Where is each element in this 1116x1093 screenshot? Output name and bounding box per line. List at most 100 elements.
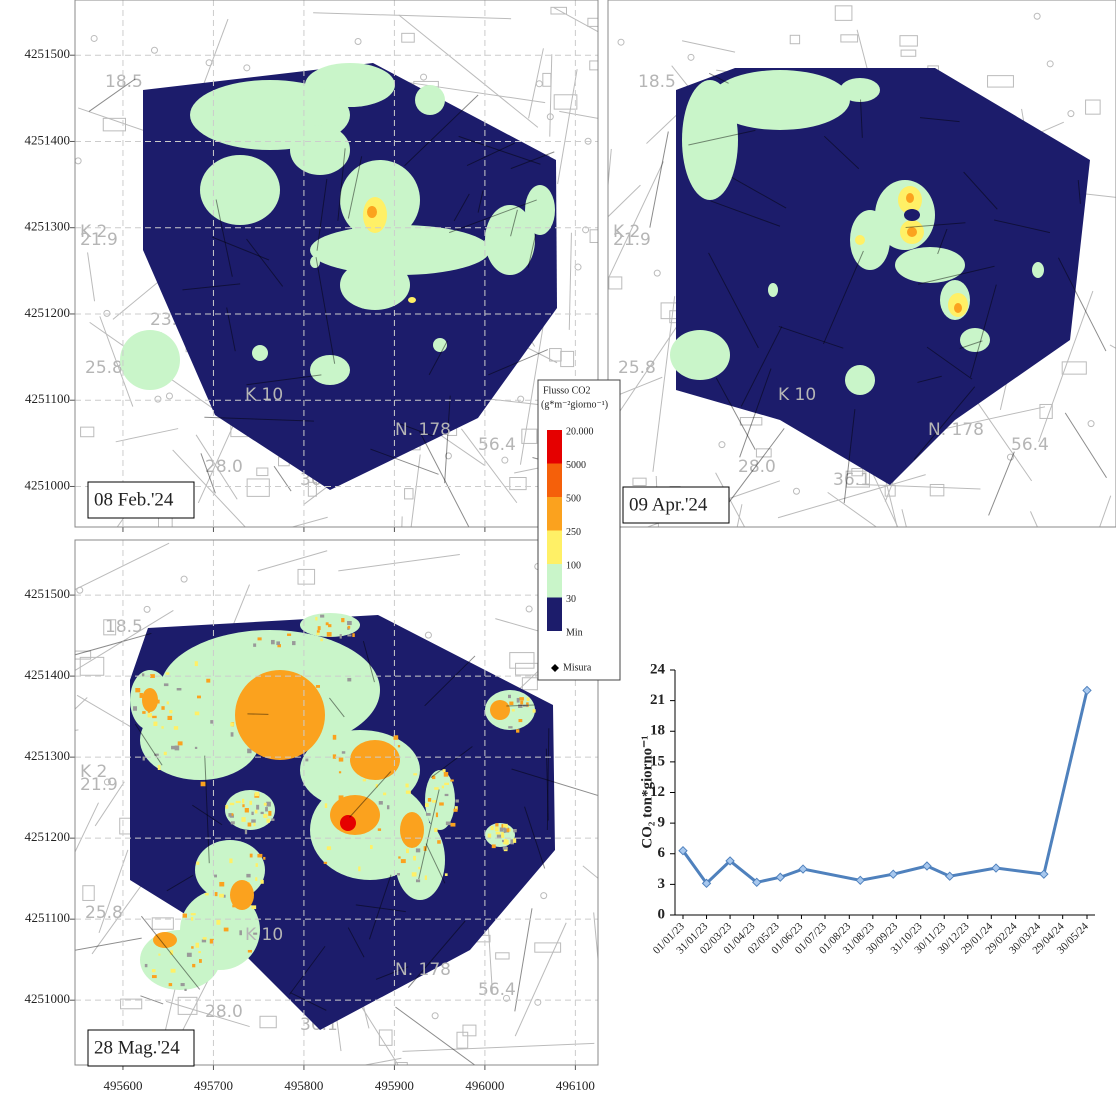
flux-speckle bbox=[158, 954, 160, 956]
flux-speckle bbox=[135, 688, 140, 692]
parcel-label: K 2 bbox=[80, 762, 107, 782]
flux-speckle bbox=[406, 791, 411, 794]
flux-speckle bbox=[247, 749, 251, 754]
map-x-tick-label: 495900 bbox=[375, 1078, 414, 1093]
flux-speckle bbox=[248, 823, 252, 827]
flux-speckle bbox=[512, 709, 515, 711]
flux-speckle bbox=[418, 867, 420, 869]
flux-speckle bbox=[246, 874, 250, 878]
flux-area-high bbox=[954, 303, 962, 313]
flux-speckle bbox=[251, 819, 256, 822]
flux-area-low bbox=[340, 260, 410, 310]
parcel-label: K 2 bbox=[80, 222, 107, 242]
flux-speckle bbox=[167, 701, 169, 704]
flux-speckle bbox=[426, 813, 431, 816]
flux-speckle bbox=[533, 709, 536, 712]
map-y-tick-label: 4251400 bbox=[25, 132, 71, 147]
flux-speckle bbox=[271, 640, 275, 644]
flux-speckle bbox=[527, 698, 530, 701]
flux-speckle bbox=[317, 630, 320, 632]
flux-speckle bbox=[504, 839, 507, 843]
spot-height: 28.0 bbox=[205, 1002, 243, 1022]
flux-speckle bbox=[439, 802, 444, 805]
map-y-tick-label: 4251100 bbox=[25, 391, 70, 406]
legend-swatch bbox=[547, 464, 562, 498]
data-point bbox=[776, 873, 784, 881]
y-tick-label: 6 bbox=[658, 845, 666, 861]
flux-speckle bbox=[516, 729, 519, 732]
flux-speckle bbox=[241, 817, 245, 822]
map-panel: 18.515.921.925.923.125.834.628.036.156.4… bbox=[571, 0, 1116, 651]
flux-speckle bbox=[174, 726, 178, 730]
flux-speckle bbox=[445, 873, 448, 876]
flux-speckle bbox=[178, 741, 183, 745]
flux-speckle bbox=[245, 830, 247, 834]
spot-height: 18.5 bbox=[105, 72, 143, 92]
spot-height: 18.5 bbox=[105, 617, 143, 637]
flux-speckle bbox=[437, 840, 441, 844]
spot-height: 18.5 bbox=[638, 72, 676, 92]
flux-speckle bbox=[503, 846, 507, 849]
flux-speckle bbox=[161, 726, 163, 729]
flux-area-mid bbox=[855, 235, 865, 245]
flux-speckle bbox=[406, 784, 409, 788]
flux-speckle bbox=[370, 845, 373, 849]
flux-speckle bbox=[513, 838, 516, 843]
map-y-tick-label: 4251000 bbox=[25, 477, 71, 492]
parcel-label: K 10 bbox=[245, 385, 283, 405]
legend-unit: (g*m⁻²giorno⁻¹) bbox=[541, 399, 608, 410]
flux-speckle bbox=[225, 805, 228, 809]
map-x-tick-label: 495800 bbox=[284, 1078, 323, 1093]
flux-speckle bbox=[248, 950, 252, 953]
legend-swatch bbox=[547, 430, 562, 464]
flux-speckle bbox=[327, 632, 332, 637]
flux-speckle bbox=[152, 969, 156, 972]
flux-hole bbox=[904, 209, 920, 221]
flux-area-high bbox=[906, 193, 914, 203]
flux-speckle bbox=[196, 943, 199, 948]
flux-speckle bbox=[219, 894, 224, 898]
legend-label: 20.000 bbox=[566, 426, 594, 437]
y-tick-label: 24 bbox=[650, 661, 666, 677]
flux-area-high bbox=[907, 227, 917, 237]
flux-speckle bbox=[215, 892, 218, 896]
flux-speckle bbox=[413, 773, 417, 775]
legend-swatch bbox=[547, 564, 562, 598]
flux-speckle bbox=[398, 745, 400, 747]
map-y-tick-label: 4251000 bbox=[25, 991, 71, 1006]
flux-speckle bbox=[416, 848, 420, 852]
flux-speckle bbox=[316, 685, 320, 688]
flux-speckle bbox=[453, 809, 457, 812]
y-tick-label: 3 bbox=[658, 876, 666, 892]
flux-speckle bbox=[231, 821, 235, 824]
flux-speckle bbox=[169, 983, 172, 986]
flux-speckle bbox=[292, 641, 295, 645]
flux-speckle bbox=[501, 833, 504, 838]
data-line bbox=[683, 690, 1087, 883]
flux-speckle bbox=[305, 759, 308, 762]
parcel-label: N. 178 bbox=[395, 960, 451, 980]
flux-speckle bbox=[255, 792, 259, 796]
flux-speckle bbox=[183, 914, 187, 918]
flux-area-high bbox=[367, 206, 377, 218]
map-y-tick-label: 4251200 bbox=[25, 829, 71, 844]
map-x-tick-label: 496100 bbox=[556, 1078, 595, 1093]
parcel-label: K 10 bbox=[245, 925, 283, 945]
map-y-tick-label: 4251300 bbox=[25, 219, 71, 234]
legend-label: 30 bbox=[566, 594, 576, 605]
legend-label: 5000 bbox=[566, 460, 586, 471]
flux-speckle bbox=[434, 787, 438, 790]
flux-speckle bbox=[444, 783, 449, 785]
y-tick-label: 9 bbox=[658, 815, 666, 831]
flux-speckle bbox=[352, 633, 354, 637]
flux-area-low bbox=[895, 247, 965, 283]
flux-speckle bbox=[517, 698, 520, 703]
flux-speckle bbox=[133, 706, 137, 710]
flux-speckle bbox=[492, 844, 496, 848]
data-point bbox=[992, 864, 1000, 872]
flux-speckle bbox=[325, 803, 327, 808]
spot-height: 28.0 bbox=[738, 457, 776, 477]
spot-height: 56.4 bbox=[478, 980, 516, 1000]
flux-area-low bbox=[252, 345, 268, 361]
flux-speckle bbox=[191, 946, 193, 949]
